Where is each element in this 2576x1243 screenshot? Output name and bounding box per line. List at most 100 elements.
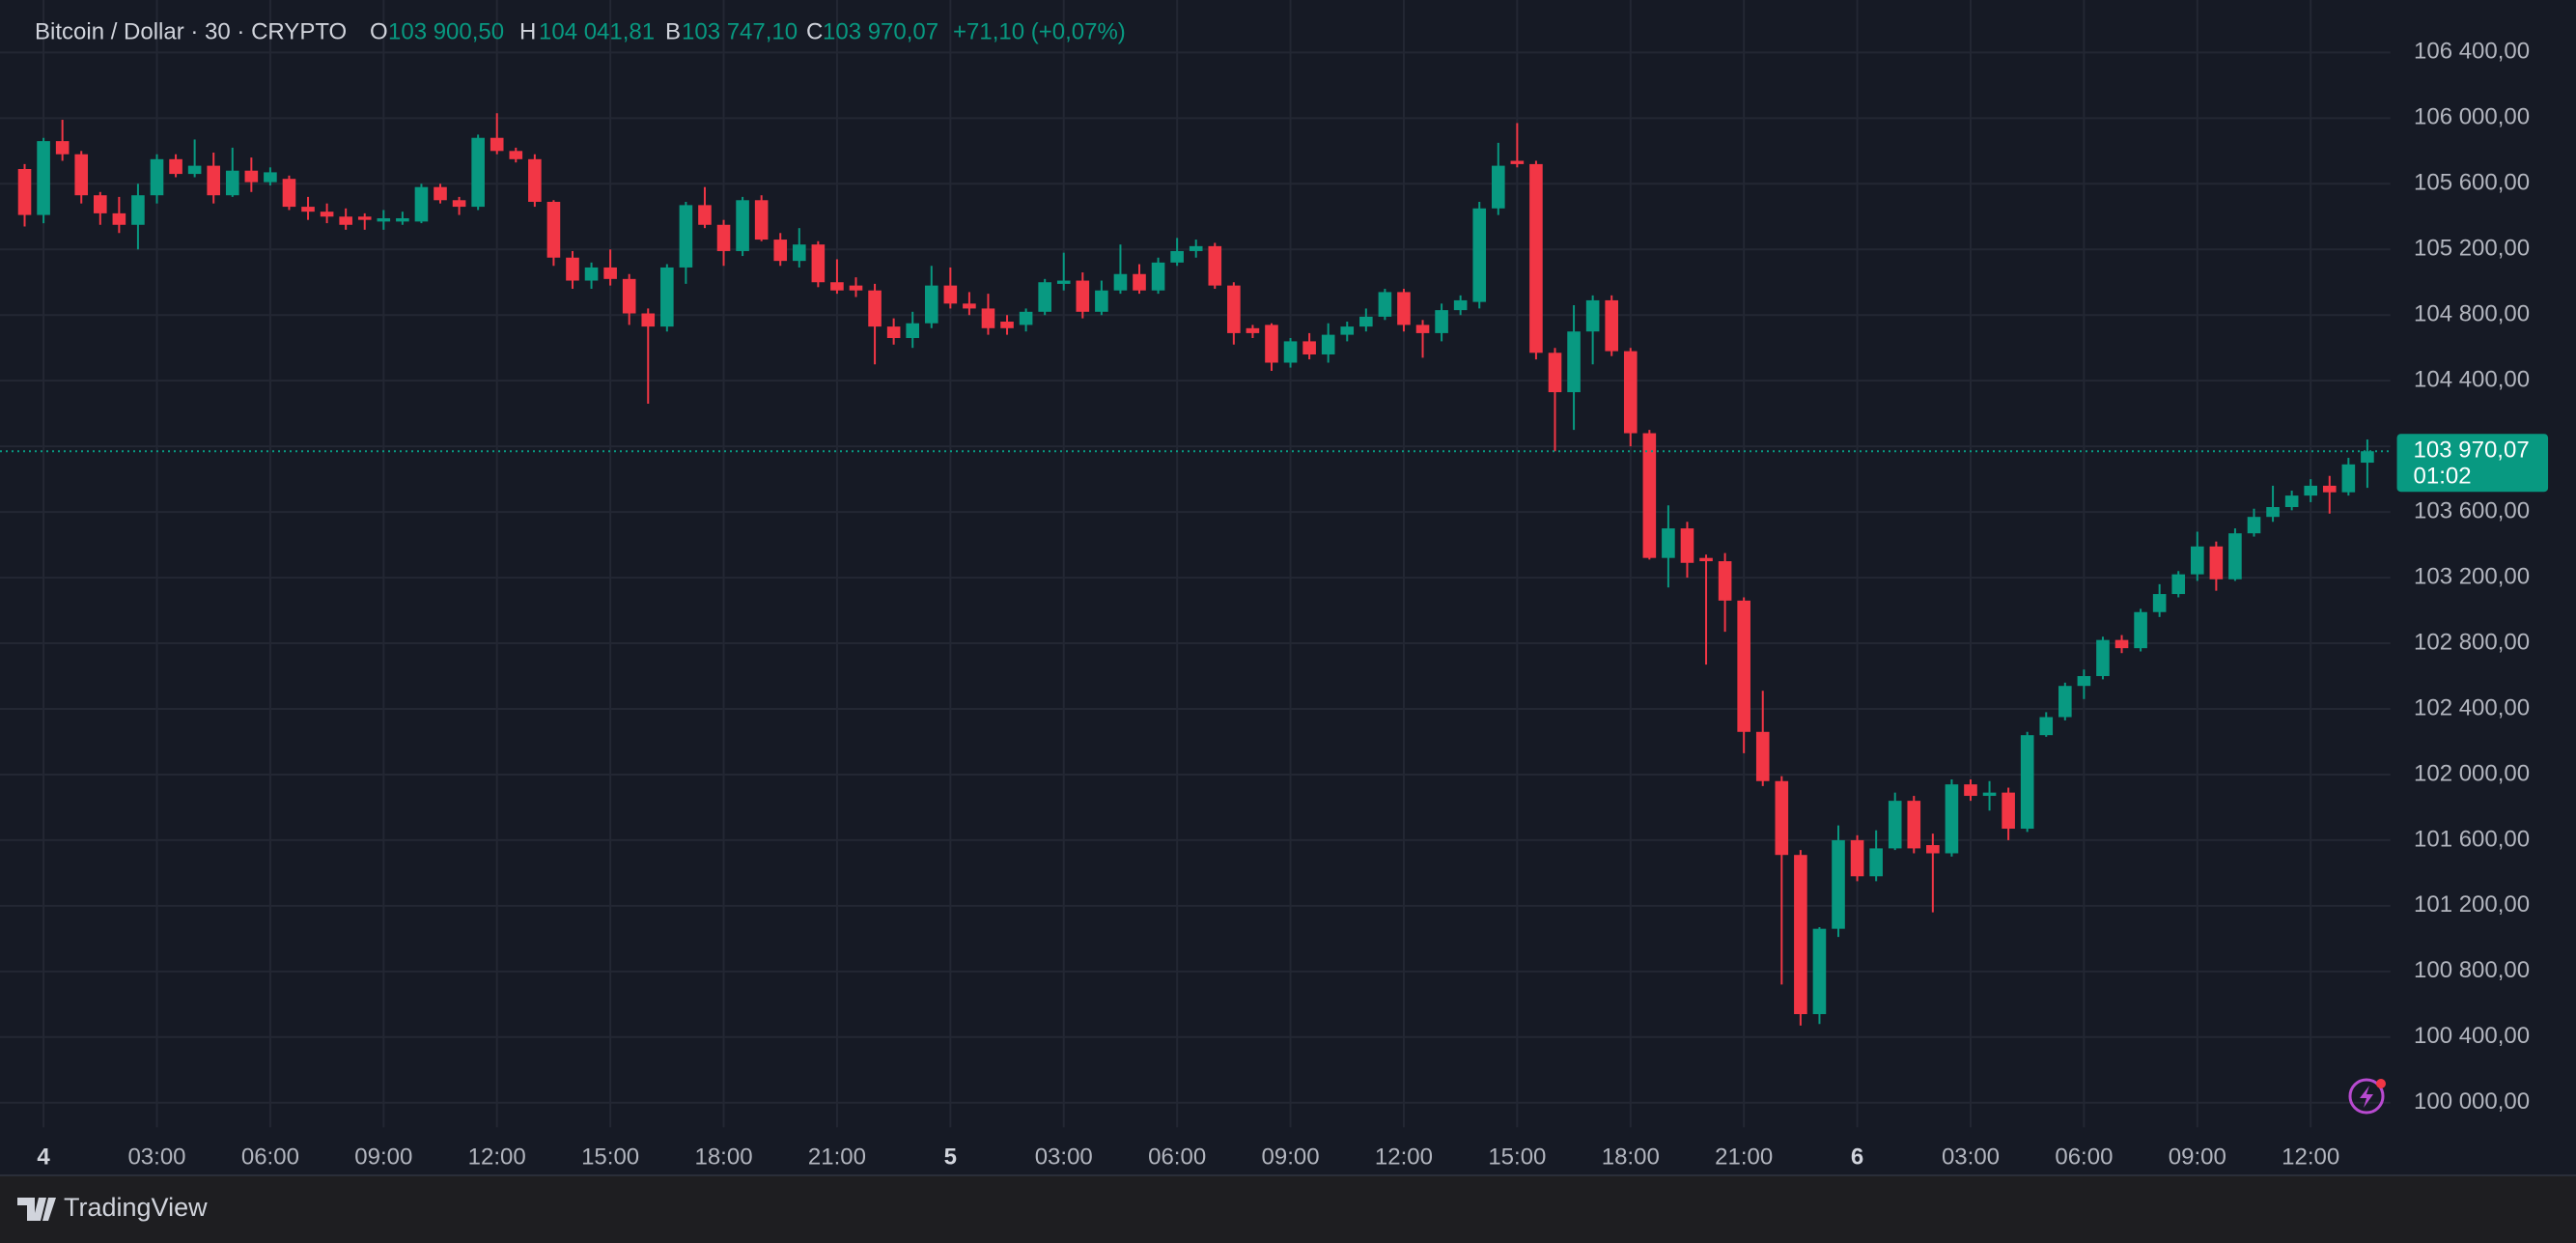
candle-body xyxy=(377,217,391,222)
low-label: B xyxy=(665,18,681,44)
candle-body xyxy=(754,200,769,240)
brand[interactable]: TradingView xyxy=(17,1193,208,1222)
candle-body xyxy=(849,285,863,291)
candle-body xyxy=(1095,290,1108,312)
symbol-title[interactable]: Bitcoin / Dollar · 30 · CRYPTO xyxy=(35,18,347,44)
candle-body xyxy=(282,179,296,208)
header: Bitcoin / Dollar · 30 · CRYPTO O 103 900… xyxy=(35,18,1126,44)
candle-body xyxy=(2209,546,2224,579)
candle-body xyxy=(471,137,485,208)
candle-body xyxy=(1359,316,1373,327)
candle-body xyxy=(1850,839,1864,877)
candle-body xyxy=(1227,285,1241,333)
candle-body xyxy=(736,200,749,251)
candle-body xyxy=(1019,311,1033,325)
candle-body xyxy=(2058,686,2072,718)
candle-body xyxy=(1151,262,1165,291)
candle-body xyxy=(1056,280,1071,284)
candle-body xyxy=(1755,731,1770,781)
candle-body xyxy=(2361,451,2374,464)
candle-body xyxy=(74,154,89,196)
candle-body xyxy=(2171,574,2186,595)
candle-body xyxy=(1076,280,1090,312)
candle-body xyxy=(528,158,542,202)
y-tick-label: 103 600,00 xyxy=(2414,497,2530,523)
x-tick-label: 12:00 xyxy=(1375,1144,1433,1171)
candle-body xyxy=(1907,801,1921,849)
x-tick-label: 06:00 xyxy=(1148,1144,1206,1171)
price-tag-value: 103 970,07 xyxy=(2414,438,2530,464)
candle-body xyxy=(93,195,107,213)
candle-body xyxy=(906,323,920,339)
candle-body xyxy=(1340,326,1355,335)
change-value: +71,10 (+0,07%) xyxy=(953,18,1126,44)
candle-body xyxy=(1737,600,1750,732)
candle-body xyxy=(2114,639,2129,649)
candle-body xyxy=(1491,165,1505,209)
price-tag xyxy=(2396,434,2549,493)
grid-layer: 100 000,00 100 400,00 100 800,00 101 200,00… xyxy=(0,0,2530,1171)
candle-body xyxy=(225,170,239,196)
candle-body xyxy=(1321,334,1335,354)
candle-body xyxy=(1605,299,1619,352)
candle-body xyxy=(716,224,731,251)
candle-body xyxy=(1718,561,1732,601)
candle-body xyxy=(1283,341,1298,363)
candle-body xyxy=(1926,845,1940,854)
icon-bolt xyxy=(2360,1086,2373,1108)
candle-body xyxy=(1982,792,1997,797)
candle-body xyxy=(339,216,352,225)
x-tick-label: 21:00 xyxy=(1715,1144,1773,1171)
candle-body xyxy=(2304,485,2318,496)
candle-body xyxy=(1170,250,1184,263)
y-tick-label: 102 800,00 xyxy=(2414,629,2530,655)
close-value: 103 970,07 xyxy=(823,18,938,44)
y-tick-label: 101 200,00 xyxy=(2414,891,2530,918)
x-tick-label: 12:00 xyxy=(2282,1144,2339,1171)
candle-body xyxy=(1189,245,1203,251)
candle-body xyxy=(509,151,523,159)
candle-body xyxy=(131,195,145,225)
y-tick-label: 102 400,00 xyxy=(2414,694,2530,720)
candle-body xyxy=(1945,784,1959,854)
candle-body xyxy=(1435,310,1448,333)
candle-body xyxy=(1585,299,1600,332)
x-tick-label: 03:00 xyxy=(127,1144,185,1171)
candle-body xyxy=(773,240,788,262)
candle-body xyxy=(320,212,334,217)
candle-body xyxy=(1699,557,1713,562)
candle-body xyxy=(434,186,447,201)
candle-body xyxy=(2228,533,2242,579)
candle-body xyxy=(452,200,466,208)
candle-body xyxy=(150,158,164,196)
candle-body xyxy=(792,244,806,262)
candle-body xyxy=(1832,839,1845,929)
candle-body xyxy=(2341,464,2356,493)
candle-body xyxy=(1623,351,1638,434)
candle-body xyxy=(37,141,50,215)
y-tick-label: 100 800,00 xyxy=(2414,957,2530,983)
candle-body xyxy=(1208,245,1222,286)
candle-body xyxy=(1000,322,1014,328)
candle-body xyxy=(698,205,712,225)
x-tick-label: 18:00 xyxy=(1602,1144,1660,1171)
quick-action-icon[interactable] xyxy=(2348,1078,2386,1115)
candle-body xyxy=(396,217,409,222)
y-tick-label: 105 600,00 xyxy=(2414,170,2530,196)
candle-body xyxy=(1472,208,1487,302)
candle-body xyxy=(679,205,693,268)
x-tick-label: 06:00 xyxy=(2055,1144,2113,1171)
y-tick-label: 104 400,00 xyxy=(2414,367,2530,393)
x-tick-label: 09:00 xyxy=(2169,1144,2226,1171)
y-tick-label: 102 000,00 xyxy=(2414,760,2530,786)
candle-body xyxy=(1680,528,1694,563)
candle-body xyxy=(1415,325,1430,333)
candle-body xyxy=(2284,495,2299,508)
candle-body xyxy=(301,207,315,212)
candle-body xyxy=(2322,485,2337,493)
y-tick-label: 100 400,00 xyxy=(2414,1023,2530,1049)
candle-body xyxy=(169,158,182,175)
candle-layer xyxy=(17,113,2374,1026)
